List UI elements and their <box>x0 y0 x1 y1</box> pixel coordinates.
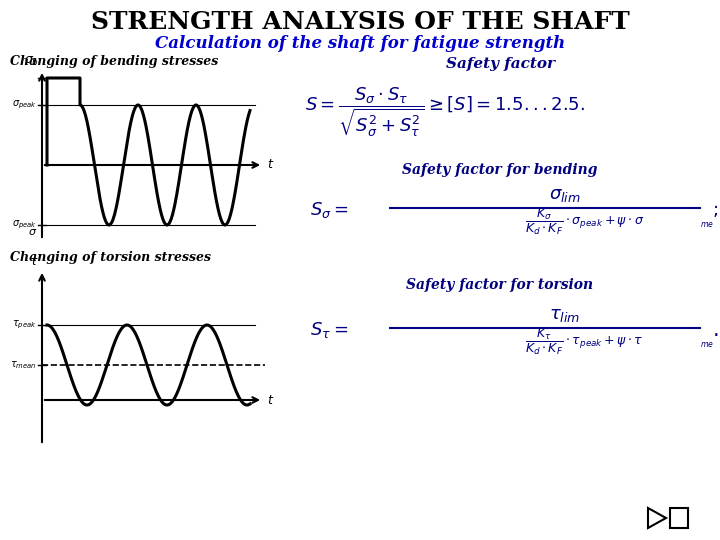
Text: $\tau$: $\tau$ <box>30 255 39 268</box>
Text: Changing of bending stresses: Changing of bending stresses <box>10 56 218 69</box>
Text: Safety factor: Safety factor <box>446 57 554 71</box>
Text: $.$: $.$ <box>712 320 719 340</box>
Text: Safety factor for torsion: Safety factor for torsion <box>406 278 593 292</box>
Text: $\sigma_{lim}$: $\sigma_{lim}$ <box>549 186 581 204</box>
Text: $t$: $t$ <box>267 394 274 407</box>
Text: $\tau_{peak}$: $\tau_{peak}$ <box>12 319 37 331</box>
Text: $\tau_{mean}$: $\tau_{mean}$ <box>10 359 37 371</box>
Text: $S_{\sigma} =$: $S_{\sigma} =$ <box>310 200 348 220</box>
Text: Calculation of the shaft for fatigue strength: Calculation of the shaft for fatigue str… <box>155 35 565 51</box>
Text: $\sigma_{peak}$: $\sigma_{peak}$ <box>12 99 37 111</box>
Text: $\tau_{lim}$: $\tau_{lim}$ <box>549 306 580 324</box>
Text: $t$: $t$ <box>267 159 274 172</box>
Text: $_{me}$: $_{me}$ <box>700 340 714 350</box>
Text: $\dfrac{K_{\sigma}}{K_{d} \cdot K_{F}} \cdot \sigma_{peak} + \psi \cdot \sigma$: $\dfrac{K_{\sigma}}{K_{d} \cdot K_{F}} \… <box>525 207 644 237</box>
Text: $\sigma_{peak}$: $\sigma_{peak}$ <box>12 219 37 231</box>
Text: $S_{\tau} =$: $S_{\tau} =$ <box>310 320 348 340</box>
Text: $\sigma$: $\sigma$ <box>27 227 37 237</box>
Text: $S = \dfrac{S_{\sigma} \cdot S_{\tau}}{\sqrt{S_{\sigma}^{2} + S_{\tau}^{2}}} \ge: $S = \dfrac{S_{\sigma} \cdot S_{\tau}}{\… <box>305 86 585 140</box>
Text: STRENGTH ANALYSIS OF THE SHAFT: STRENGTH ANALYSIS OF THE SHAFT <box>91 10 629 34</box>
Text: $\sigma_b$: $\sigma_b$ <box>24 55 39 68</box>
Text: $\dfrac{K_{\tau}}{K_{d} \cdot K_{F}} \cdot \tau_{peak} + \psi \cdot \tau$: $\dfrac{K_{\tau}}{K_{d} \cdot K_{F}} \cd… <box>525 327 643 357</box>
Text: $_{me}$: $_{me}$ <box>700 219 714 231</box>
Text: $;$: $;$ <box>712 201 718 219</box>
Text: Safety factor for bending: Safety factor for bending <box>402 163 598 177</box>
Text: Changing of torsion stresses: Changing of torsion stresses <box>10 252 211 265</box>
Bar <box>670 508 688 528</box>
